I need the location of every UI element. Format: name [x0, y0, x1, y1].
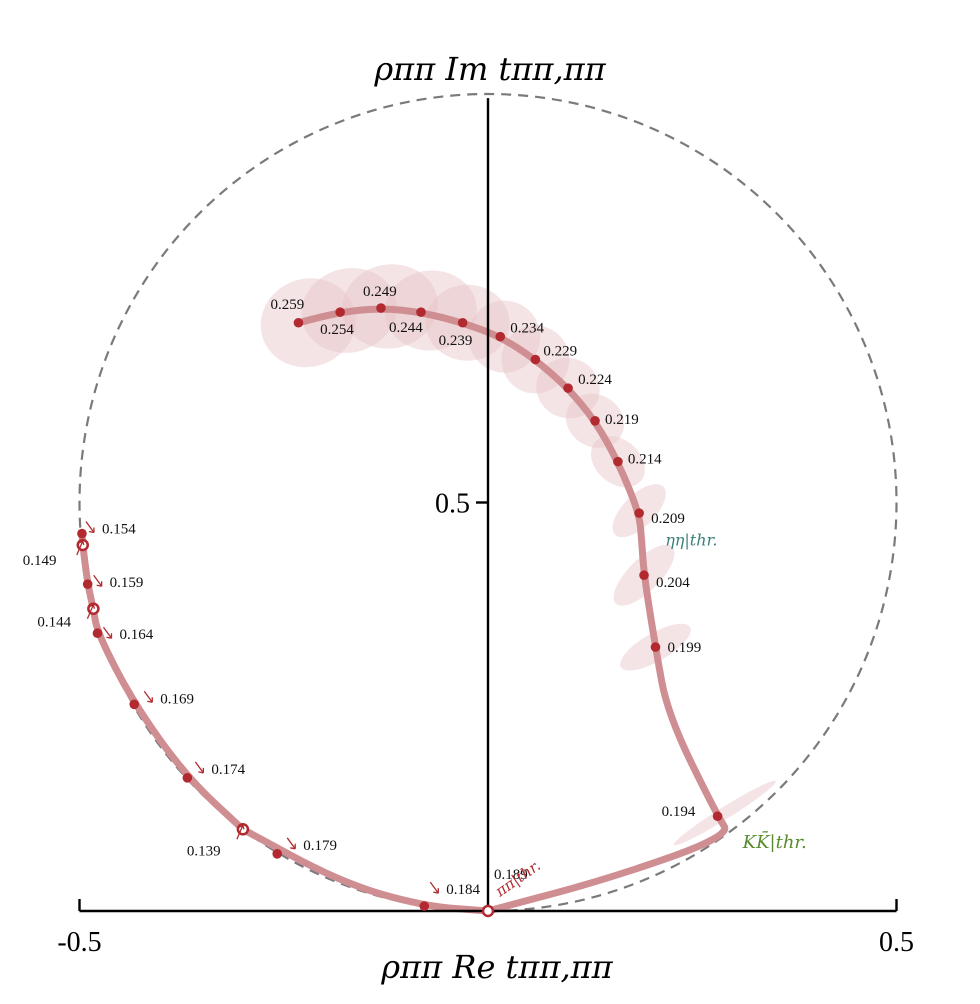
- band-0.194: [673, 780, 776, 846]
- arrow-head-icon: [147, 697, 153, 703]
- point-label-0.184: 0.184: [446, 882, 480, 898]
- point-label-0.154: 0.154: [102, 522, 136, 538]
- x-tick-label-left: -0.5: [57, 927, 101, 958]
- point-0.209: [634, 508, 644, 518]
- arrow-head-icon: [198, 767, 204, 774]
- point-0.259: [293, 317, 304, 328]
- curve-segment-0: [239, 825, 492, 915]
- arrow-down-icon: [85, 521, 95, 533]
- x-axis-title: ρππ Re tππ,ππ: [380, 948, 613, 986]
- point-label-0.254: 0.254: [320, 322, 354, 338]
- point-0.154: [77, 528, 87, 539]
- point-label-0.144: 0.144: [37, 615, 71, 631]
- point-label-0.194: 0.194: [662, 804, 696, 820]
- curve-segment-1: [78, 530, 247, 833]
- curve-segment-2: [294, 305, 729, 915]
- point-0.234: [495, 331, 506, 342]
- point-label-0.229: 0.229: [543, 344, 577, 360]
- arrow-down-icon: [102, 626, 112, 639]
- point-0.204: [639, 570, 649, 581]
- point-0.229: [530, 354, 541, 365]
- arrow-up-icon: [76, 540, 85, 556]
- point-0.239: [457, 317, 468, 328]
- point-0.214: [613, 456, 623, 467]
- point-label-0.249: 0.249: [363, 284, 397, 300]
- point-label-0.199: 0.199: [667, 640, 701, 656]
- arrow-head-icon: [433, 888, 439, 894]
- point-0.184: [419, 901, 430, 911]
- point-label-0.149: 0.149: [23, 553, 57, 569]
- point-0.249: [376, 303, 386, 313]
- arrow-down-icon: [143, 690, 153, 703]
- arrow-up-icon: [236, 824, 245, 840]
- point-label-0.204: 0.204: [656, 575, 690, 591]
- arrow-down-icon: [194, 761, 204, 774]
- point-labels: 0.139 0.144 0.149 0.154 0.159 0.164 0.169 0.174…: [23, 284, 701, 898]
- point-0.174: [182, 773, 193, 783]
- point-label-0.239: 0.239: [439, 333, 473, 349]
- data-points: [76, 303, 723, 918]
- point-label-0.159: 0.159: [110, 575, 144, 591]
- eta-eta-threshold-label: ηη|thr.: [665, 530, 717, 549]
- arrow-down-icon: [286, 837, 296, 850]
- arrow-head-icon: [96, 581, 103, 587]
- x-tick-label-right: 0.5: [879, 927, 914, 958]
- arrow-down-icon: [93, 574, 103, 587]
- point-0.199: [650, 642, 661, 652]
- point-0.164: [92, 628, 103, 639]
- point-0.189: [481, 904, 495, 918]
- point-label-0.169: 0.169: [160, 691, 194, 707]
- amplitude-curve: [78, 305, 729, 915]
- point-label-0.189: 0.189: [494, 867, 528, 883]
- point-0.244: [416, 307, 426, 317]
- point-label-0.244: 0.244: [389, 320, 423, 336]
- point-label-0.164: 0.164: [119, 627, 153, 643]
- arrow-head-icon: [106, 633, 113, 639]
- point-label-0.234: 0.234: [510, 321, 544, 337]
- point-0.179: [272, 849, 283, 859]
- point-label-0.139: 0.139: [187, 843, 221, 859]
- arrow-down-icon: [429, 881, 439, 894]
- band-0.244: [384, 270, 477, 351]
- point-label-0.174: 0.174: [211, 762, 245, 778]
- kk-threshold-label: KK̄|thr.: [742, 830, 807, 853]
- point-0.254: [335, 307, 345, 317]
- y-axis-title: ρππ Im tππ,ππ: [373, 50, 606, 88]
- arrow-head-icon: [290, 843, 296, 850]
- point-label-0.224: 0.224: [578, 372, 612, 388]
- point-0.219: [590, 416, 600, 426]
- point-0.159: [82, 579, 93, 589]
- arrow-head-icon: [88, 527, 95, 534]
- y-tick-label-mid: 0.5: [435, 489, 470, 520]
- arrow-up-icon: [86, 604, 96, 619]
- point-label-0.214: 0.214: [628, 452, 662, 468]
- point-label-0.209: 0.209: [651, 511, 685, 527]
- point-0.194: [712, 811, 723, 822]
- point-label-0.259: 0.259: [270, 297, 304, 313]
- point-label-0.219: 0.219: [605, 412, 639, 428]
- unitarity-circle: [78, 92, 898, 913]
- axes: -0.5 0.5 0.5 ρππ Im tππ,ππ ρππ Re tππ,ππ: [57, 50, 914, 986]
- point-0.224: [563, 383, 573, 393]
- point-label-0.179: 0.179: [303, 838, 337, 854]
- point-0.169: [129, 699, 140, 710]
